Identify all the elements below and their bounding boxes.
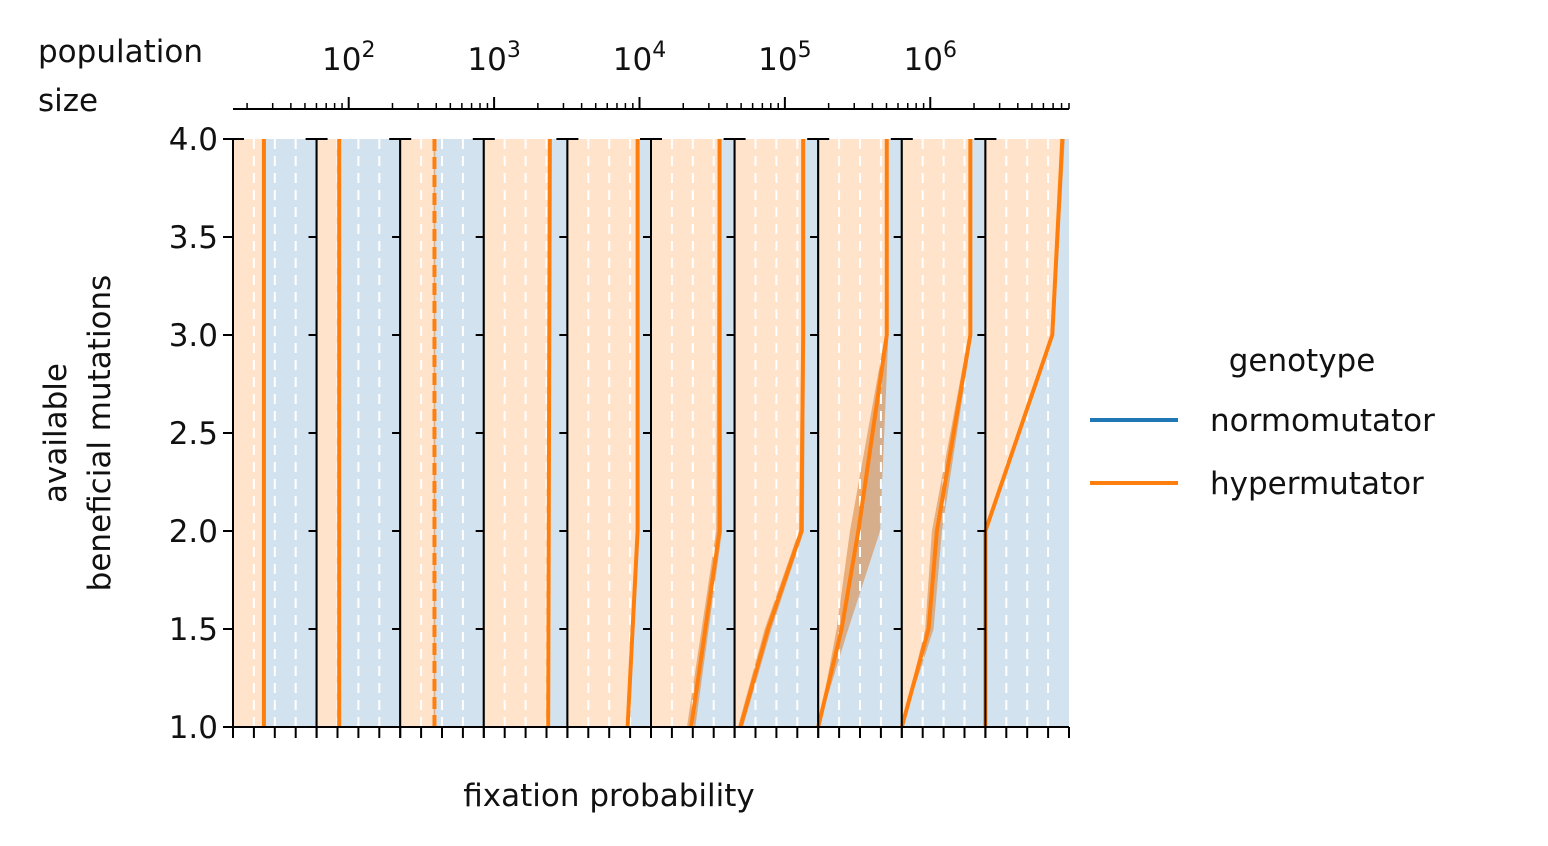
top-tick-label: 102 xyxy=(322,38,375,78)
y-tick-label: 2.5 xyxy=(169,416,218,452)
legend-label-normomutator: normomutator xyxy=(1210,403,1435,439)
tick-exponent: 6 xyxy=(943,38,957,63)
hypermutator-line xyxy=(738,139,806,728)
tick-base: 10 xyxy=(467,42,506,78)
facet-panel-3 xyxy=(392,138,485,738)
facet-panel-8 xyxy=(810,138,903,738)
y-tick-label: 1.5 xyxy=(169,612,218,648)
tick-exponent: 4 xyxy=(652,38,666,63)
top-tick-label: 104 xyxy=(613,38,666,78)
tick-exponent: 2 xyxy=(361,38,375,63)
x-axis-label: fixation probability xyxy=(463,778,755,814)
tick-exponent: 3 xyxy=(507,38,521,63)
hypermutator-line xyxy=(546,138,552,728)
hypermutator-area xyxy=(985,139,1063,727)
facet-panel-10 xyxy=(977,138,1070,738)
y-axis-label-line2: beneficial mutations xyxy=(82,275,118,592)
tick-base: 10 xyxy=(904,42,943,78)
hypermutator-area xyxy=(233,139,264,727)
hypermutator-line xyxy=(625,139,640,728)
hypermutator-area xyxy=(651,139,720,727)
y-tick-label: 4.0 xyxy=(169,122,218,158)
hypermutator-area xyxy=(567,139,638,727)
legend: genotype normomutator hypermutator xyxy=(1090,343,1435,502)
y-tick-label: 1.0 xyxy=(169,710,218,746)
top-tick-label: 105 xyxy=(758,38,811,78)
y-tick-label: 3.5 xyxy=(169,220,218,256)
hypermutator-area xyxy=(483,139,550,727)
y-tick-label: 2.0 xyxy=(169,514,218,550)
top-axis-label-line1: population xyxy=(38,34,203,70)
left-axis: 1.0 1.5 2.0 2.5 3.0 3.5 4.0 xyxy=(169,122,234,746)
facet-panel-2 xyxy=(308,138,402,738)
tick-base: 10 xyxy=(758,42,797,78)
facet-panel-5 xyxy=(559,138,652,738)
facet-panel-4 xyxy=(475,138,569,738)
hypermutator-area xyxy=(400,139,435,727)
legend-title: genotype xyxy=(1229,343,1376,379)
top-axis-label-line2: size xyxy=(38,83,98,119)
top-axis: 102 103 104 105 106 xyxy=(233,38,1070,110)
facet-panel-7 xyxy=(726,138,820,738)
hypermutator-area xyxy=(734,139,804,727)
hypermutator-area xyxy=(818,139,887,727)
facet-panels xyxy=(232,138,1070,738)
top-tick-label: 106 xyxy=(904,38,957,78)
hypermutator-line xyxy=(689,139,722,728)
tick-base: 10 xyxy=(613,42,652,78)
facet-panel-1 xyxy=(232,138,318,738)
y-axis-label-line1: available xyxy=(38,363,74,503)
tick-base: 10 xyxy=(322,42,361,78)
hypermutator-area xyxy=(316,139,340,727)
hypermutator-line xyxy=(816,139,889,728)
facet-panel-9 xyxy=(893,138,987,738)
top-tick-label: 103 xyxy=(467,38,520,78)
hypermutator-area xyxy=(901,139,971,727)
hypermutator-line xyxy=(899,139,973,728)
tick-exponent: 5 xyxy=(798,38,812,63)
legend-label-hypermutator: hypermutator xyxy=(1210,466,1424,502)
y-tick-label: 3.0 xyxy=(169,318,218,354)
facet-panel-6 xyxy=(643,138,736,738)
